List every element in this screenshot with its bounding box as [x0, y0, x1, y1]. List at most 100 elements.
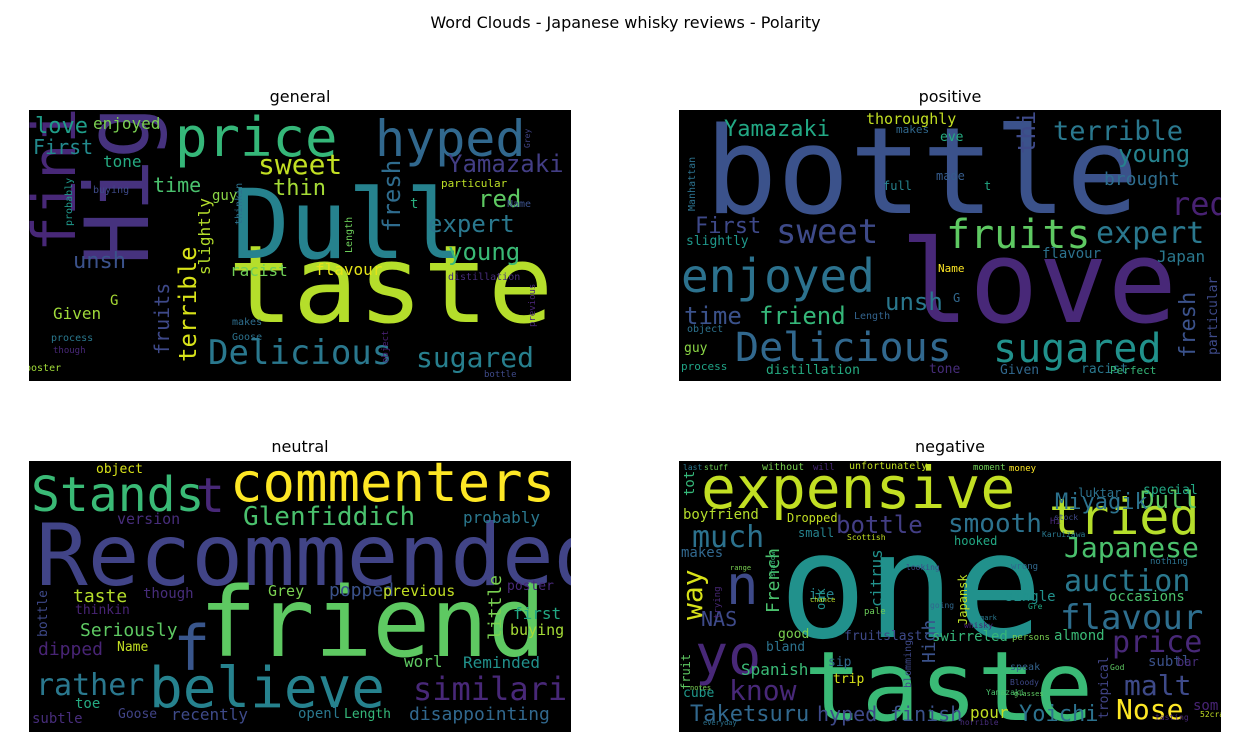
- word-neutral-20: recently: [171, 705, 248, 724]
- word-neutral-26: though: [143, 586, 194, 602]
- word-positive-16: fresh: [1176, 292, 1201, 358]
- word-general-10: expert: [428, 210, 515, 238]
- word-negative-52: tot: [682, 471, 698, 496]
- word-neutral-11: Seriously: [80, 620, 178, 641]
- word-neutral-31: poster: [507, 579, 554, 594]
- word-negative-55: blomming: [903, 640, 914, 688]
- word-negative-43: bland: [766, 640, 805, 655]
- word-neutral-17: worl: [404, 652, 443, 671]
- word-neutral-30: object: [96, 462, 143, 477]
- word-general-28: t: [410, 196, 418, 212]
- word-general-38: makes: [232, 317, 262, 328]
- word-positive-35: makes: [896, 123, 929, 136]
- word-positive-13: time: [684, 302, 742, 330]
- word-positive-28: guy: [684, 341, 708, 356]
- word-general-21: slightly: [195, 198, 214, 275]
- word-negative-42: good: [778, 627, 809, 642]
- word-negative-32: boyfriend: [683, 507, 759, 523]
- word-positive-4: Delicious: [735, 325, 952, 371]
- word-negative-64: nothing: [1150, 557, 1188, 567]
- word-positive-36: Manhattan: [687, 157, 698, 211]
- word-negative-30: luktar: [1078, 486, 1121, 500]
- word-positive-0: bottle: [705, 110, 1138, 242]
- word-general-7: sugared: [416, 341, 534, 374]
- word-general-25: tone: [103, 152, 142, 171]
- word-positive-1: love: [900, 216, 1177, 350]
- word-neutral-14: dipped: [38, 639, 103, 660]
- word-negative-62: Scottish: [847, 533, 886, 542]
- word-general-12: fresh: [378, 160, 406, 232]
- word-positive-37: Length: [854, 311, 890, 322]
- word-positive-8: red: [1171, 185, 1221, 223]
- word-general-6: Delicious: [208, 333, 392, 373]
- word-negative-14: malt: [1124, 669, 1191, 702]
- word-positive-3: sugared: [993, 326, 1162, 372]
- word-positive-33: G: [953, 291, 960, 305]
- word-positive-34: Name: [938, 262, 965, 275]
- word-neutral-5: f: [173, 612, 210, 685]
- word-negative-82: whisky: [964, 621, 993, 630]
- word-general-39: Goose: [232, 332, 262, 343]
- word-negative-51: oak: [814, 588, 828, 610]
- word-neutral-6: t: [196, 468, 225, 524]
- word-general-4: hyped: [375, 110, 526, 168]
- word-negative-23: High: [919, 620, 940, 663]
- word-negative-88: shadow: [769, 551, 777, 577]
- word-general-15: thin: [273, 176, 326, 201]
- word-negative-80: tasting: [1155, 713, 1189, 722]
- word-negative-54: tropical: [1097, 656, 1112, 719]
- word-positive-27: tone: [929, 362, 960, 377]
- word-positive-20: thoroughly: [866, 110, 956, 128]
- word-neutral-7: similari: [413, 670, 567, 708]
- word-general-43: poster: [29, 363, 61, 374]
- word-positive-32: t: [984, 179, 991, 193]
- word-general-31: Length: [344, 217, 355, 253]
- word-neutral-25: subtle: [32, 711, 83, 727]
- word-general-14: terrible: [174, 246, 202, 362]
- word-neutral-33: thinkin: [75, 603, 130, 618]
- word-general-40: object: [381, 330, 391, 363]
- word-negative-69: going: [930, 601, 954, 610]
- word-general-13: red: [478, 185, 521, 213]
- word-negative-38: single: [1005, 589, 1056, 605]
- word-neutral-19: first: [513, 604, 561, 623]
- word-negative-74: stuff: [704, 463, 728, 472]
- word-general-29: G: [110, 293, 118, 309]
- word-neutral-3: believe: [149, 656, 385, 721]
- word-neutral-35: Goose: [118, 707, 157, 722]
- word-positive-29: full: [883, 179, 912, 193]
- word-neutral-34: Name: [117, 640, 148, 655]
- word-negative-66: persons: [1012, 633, 1050, 643]
- word-negative-12: bottle: [836, 511, 923, 539]
- word-general-5: finish: [29, 110, 90, 252]
- word-negative-49: fruit: [679, 654, 693, 690]
- word-positive-11: young: [1118, 140, 1190, 168]
- word-neutral-4: Stands: [31, 467, 204, 523]
- word-general-35: Name: [507, 199, 531, 210]
- word-negative-71: Gre: [1028, 602, 1043, 611]
- word-negative-35: small: [798, 526, 834, 540]
- word-negative-25: French: [763, 548, 784, 613]
- word-negative-65: Karuizawa: [1042, 530, 1086, 539]
- word-general-37: previous: [528, 284, 538, 327]
- word-neutral-9: rather: [36, 668, 144, 703]
- wordcloud-negative: one taste expensive tried yo n much way auction f…: [679, 461, 1221, 732]
- word-general-17: fruits: [150, 283, 174, 355]
- word-negative-3: tried: [1049, 488, 1200, 546]
- word-negative-1: taste: [804, 631, 1093, 732]
- word-general-32: thinkin: [234, 183, 245, 225]
- word-general-26: Given: [53, 304, 101, 323]
- word-neutral-16: probably: [463, 508, 540, 527]
- word-positive-25: racist: [1081, 362, 1128, 377]
- word-general-1: Dull: [232, 169, 463, 281]
- word-negative-73: last: [683, 463, 702, 472]
- word-negative-7: way: [679, 569, 709, 620]
- word-negative-81: horrible: [960, 718, 999, 727]
- word-positive-40: Perfect: [1110, 364, 1156, 377]
- word-negative-61: will: [813, 463, 835, 473]
- word-negative-46: cube: [683, 686, 714, 701]
- word-general-9: Yamazaki: [448, 150, 564, 178]
- word-neutral-10: disappointing: [409, 704, 550, 725]
- word-negative-8: auction: [1064, 564, 1190, 599]
